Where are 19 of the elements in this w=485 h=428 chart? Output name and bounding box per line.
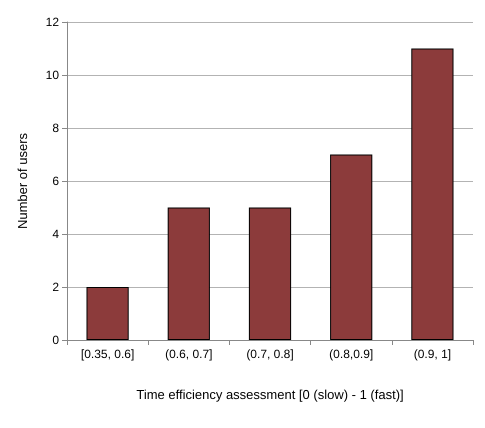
y-tick-label: 12: [46, 15, 60, 29]
bar: [86, 287, 129, 340]
x-tick-label: (0.9, 1]: [414, 347, 452, 361]
bar: [330, 154, 372, 340]
y-tick-label: 6: [52, 174, 60, 188]
y-axis-title: Number of users: [15, 132, 30, 230]
bar: [168, 208, 210, 340]
y-tick-label: 10: [46, 68, 60, 82]
x-tick-label: (0.6, 0.7]: [165, 347, 212, 361]
x-tick-label: (0.7, 0.8]: [246, 347, 294, 361]
x-tick-label: [0.35, 0.6]: [80, 347, 134, 361]
y-tick-label: 4: [52, 227, 60, 241]
y-tick-label: 0: [52, 333, 60, 347]
bar: [248, 208, 292, 340]
x-tick-label: (0.8,0.9]: [329, 347, 374, 361]
x-axis-title: Time efficiency assessment [0 (slow) - 1 (fast)]: [136, 387, 404, 402]
y-tick-label: 2: [52, 280, 60, 294]
bar: [411, 48, 454, 340]
y-tick-label: 8: [52, 121, 60, 135]
